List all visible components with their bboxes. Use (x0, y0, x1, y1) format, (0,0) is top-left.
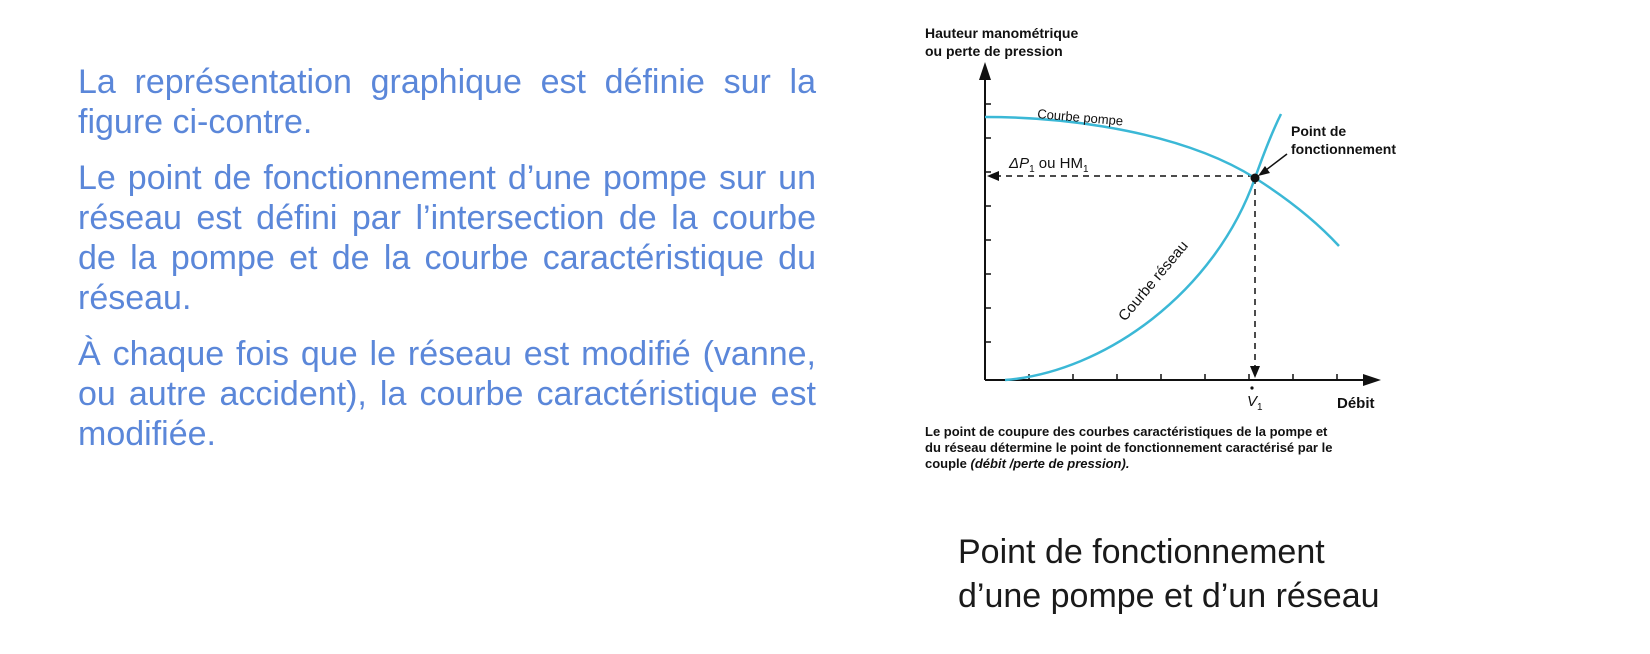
caption-line3-italic: (débit /perte de pression). (971, 456, 1130, 471)
flow-arrow (1250, 366, 1260, 378)
flow-label-sub: 1 (1257, 402, 1263, 413)
operating-point-label-line1: Point de (1291, 123, 1346, 139)
y-axis-label-line1: Hauteur manométrique (925, 25, 1078, 41)
y-axis-label-line2: ou perte de pression (925, 43, 1063, 59)
flow-label: V1 (1247, 393, 1263, 413)
caption-line1: Le point de coupure des courbes caractér… (925, 424, 1328, 439)
x-axis-label: Débit (1337, 395, 1375, 412)
diagram-svg: Hauteur manométrique ou perte de pressio… (925, 25, 1396, 471)
flow-label-dot (1250, 386, 1254, 390)
pressure-label-prefix: ΔP (1008, 155, 1029, 172)
paragraph-representation: La représentation graphique est définie … (78, 63, 816, 141)
operating-point-diagram: Hauteur manométrique ou perte de pressio… (925, 22, 1545, 522)
flow-label-main: V (1247, 393, 1259, 410)
caption-line3-start: couple (925, 456, 971, 471)
operating-point-label-line2: fonctionnement (1291, 141, 1396, 157)
figure-title-line1: Point de fonctionnement (958, 533, 1325, 571)
network-curve (1004, 113, 1283, 382)
y-axis-ticks (985, 103, 991, 343)
caption-line2: du réseau détermine le point de fonction… (925, 440, 1332, 455)
y-axis-arrow (979, 62, 991, 80)
paragraph-operating-point: Le point de fonctionnement d’une pompe s… (78, 159, 816, 317)
figure-title-line2: d’une pompe et d’un réseau (958, 577, 1380, 615)
figure-title: Point de fonctionnement d’une pompe et d… (958, 530, 1380, 618)
operating-point-marker (1250, 173, 1260, 183)
x-axis-arrow (1363, 374, 1381, 386)
pressure-label: ΔP1 ou HM1 (1008, 155, 1089, 175)
pressure-label-sub: 1 (1029, 164, 1035, 175)
description-text: La représentation graphique est définie … (78, 62, 816, 470)
pressure-label-sub2: 1 (1083, 164, 1089, 175)
pump-curve-label: Courbe pompe (1037, 106, 1124, 128)
x-axis-ticks (1028, 374, 1338, 380)
caption-line3: couple (débit /perte de pression). (925, 456, 1129, 471)
pressure-arrow (987, 171, 999, 181)
operating-point-pointer-head (1258, 166, 1270, 176)
paragraph-network-change: À chaque fois que le réseau est modifié … (78, 335, 816, 453)
pump-curve (984, 115, 1340, 247)
pressure-label-mid: ou HM (1035, 155, 1083, 172)
network-curve-label: Courbe réseau (1115, 238, 1192, 325)
